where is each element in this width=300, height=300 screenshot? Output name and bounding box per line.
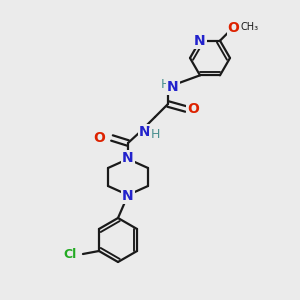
Text: Cl: Cl	[64, 248, 77, 260]
Text: N: N	[167, 80, 179, 94]
Text: O: O	[187, 102, 199, 116]
Text: N: N	[194, 34, 206, 48]
Text: N: N	[139, 125, 151, 139]
Text: N: N	[122, 189, 134, 203]
Text: H: H	[160, 79, 170, 92]
Text: N: N	[122, 151, 134, 165]
Text: O: O	[93, 131, 105, 145]
Text: H: H	[150, 128, 160, 142]
Text: CH₃: CH₃	[241, 22, 259, 32]
Text: O: O	[228, 21, 239, 35]
